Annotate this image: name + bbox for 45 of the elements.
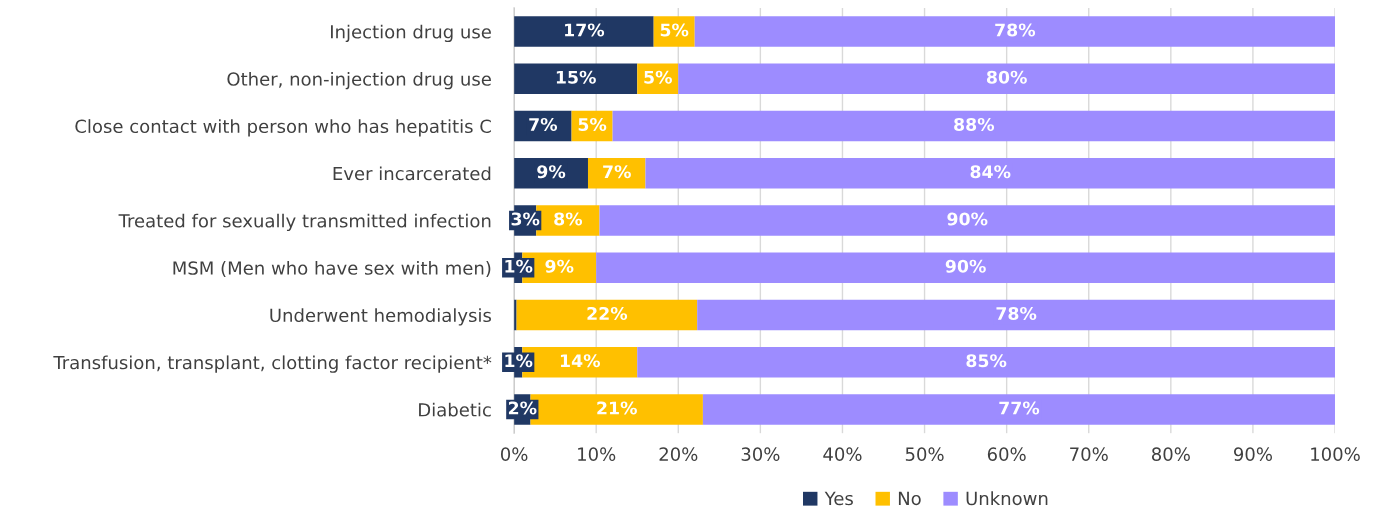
y-tick-label: Transfusion, transplant, clotting factor recipient* [53, 355, 492, 373]
y-tick-label: Underwent hemodialysis [270, 308, 491, 326]
data-label: 5% [660, 23, 689, 37]
data-label: 14% [560, 354, 600, 368]
data-label: 77% [999, 401, 1040, 415]
y-tick-label: Ever incarcerated [333, 166, 491, 181]
x-tick-label: 30% [741, 447, 780, 461]
data-label: 17% [565, 23, 605, 37]
data-label: 78% [995, 23, 1036, 37]
x-tick-label: 80% [1151, 447, 1190, 461]
data-label: 15% [556, 70, 596, 84]
x-tick-label: 60% [987, 447, 1026, 461]
data-label: 22% [587, 306, 628, 321]
data-label: 85% [966, 354, 1007, 368]
data-label: 9% [537, 165, 566, 179]
x-tick-label: 20% [659, 447, 698, 461]
x-tick-label: 90% [1233, 447, 1272, 461]
data-label: 78% [996, 306, 1037, 321]
x-tick-label: 40% [823, 447, 862, 461]
data-label: 9% [545, 259, 574, 273]
data-label: 88% [954, 117, 995, 132]
x-tick-label: 100% [1311, 447, 1360, 461]
y-tick-label: Diabetic [419, 402, 491, 417]
legend-label: Yes [824, 491, 853, 506]
x-tick-label: 70% [1070, 447, 1108, 461]
x-tick-label: 0% [500, 447, 528, 461]
data-label: 84% [970, 165, 1011, 179]
x-tick-label: 10% [578, 447, 616, 461]
y-tick-label: Other, non-injection drug use [227, 71, 491, 90]
data-label: 7% [529, 117, 558, 132]
data-label: 5% [578, 117, 607, 132]
y-tick-label: MSM (Men who have sex with men) [173, 260, 491, 277]
y-tick-label: Injection drug use [331, 24, 491, 43]
data-label: 90% [947, 212, 988, 226]
data-label: 90% [945, 259, 986, 273]
legend-label: Unknown [966, 491, 1048, 506]
x-tick-label: 50% [905, 447, 944, 461]
legend-label: No [898, 491, 921, 506]
y-tick-label: Treated for sexually transmitted infection [118, 213, 491, 232]
y-tick-label: Close contact with person who has hepatitis C [75, 119, 491, 137]
data-label: 8% [554, 212, 583, 226]
data-label: 21% [597, 401, 637, 415]
data-label: 7% [603, 165, 631, 179]
data-label: 80% [986, 70, 1027, 84]
data-label: 5% [644, 70, 672, 84]
